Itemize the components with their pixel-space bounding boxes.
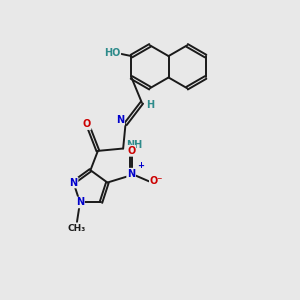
Text: NH: NH (126, 140, 142, 150)
Text: N: N (69, 178, 78, 188)
Text: CH₃: CH₃ (68, 224, 86, 233)
Text: HO: HO (104, 48, 120, 58)
Text: H: H (146, 100, 154, 110)
Text: O: O (127, 146, 135, 156)
Text: O⁻: O⁻ (150, 176, 163, 186)
Text: +: + (137, 161, 144, 170)
Text: N: N (76, 197, 84, 208)
Text: O: O (82, 119, 91, 129)
Text: N: N (127, 169, 135, 178)
Text: N: N (116, 115, 124, 125)
